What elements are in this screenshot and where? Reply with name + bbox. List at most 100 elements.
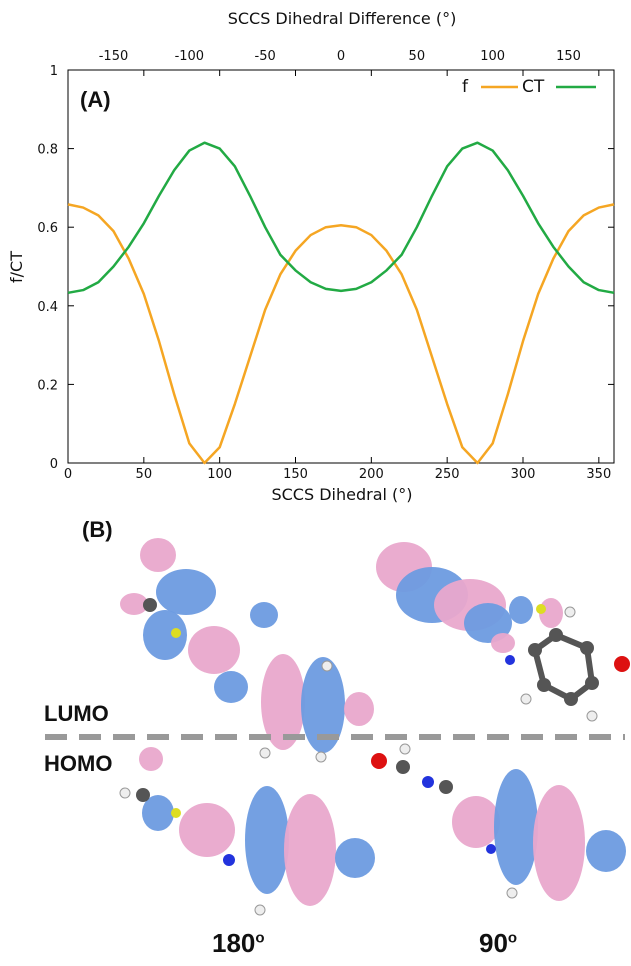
lobe	[179, 803, 235, 857]
lobe	[214, 671, 248, 703]
x-tick-label: 150	[283, 467, 308, 482]
atom	[223, 854, 235, 866]
degree-mark-90: o	[507, 929, 518, 947]
homo-label: HOMO	[44, 751, 113, 776]
atom	[537, 678, 551, 692]
atom	[585, 676, 599, 690]
panel-label-a: (A)	[80, 87, 111, 112]
lobe	[245, 786, 289, 894]
angle-value-180: 180	[212, 928, 256, 958]
x2-tick-label: 100	[480, 49, 505, 64]
lobe	[261, 654, 305, 750]
angle-value-90: 90	[479, 928, 508, 958]
atom	[321, 660, 333, 672]
y-tick-label: 1	[50, 64, 58, 79]
lobe	[491, 633, 515, 653]
y-tick-label: 0.4	[37, 300, 58, 315]
lobe	[494, 769, 538, 885]
degree-mark-180: o	[255, 929, 265, 947]
atom	[422, 776, 434, 788]
x-tick-label: 200	[359, 467, 384, 482]
lumo-90-molecule	[376, 542, 630, 722]
lobe	[142, 795, 174, 831]
axis-ticks: 0 50 100 150 200 250 300 350 -150 -100 -50 0 50 100 15…	[37, 49, 614, 482]
panel-b-orbitals: (B)	[0, 505, 631, 966]
lobe	[335, 838, 375, 878]
lobe	[140, 538, 176, 572]
atom	[254, 904, 266, 916]
y-tick-label: 0.8	[37, 143, 58, 158]
atom	[549, 628, 563, 642]
y-tick-label: 0.6	[37, 221, 58, 236]
atom	[506, 887, 518, 899]
atom	[564, 692, 578, 706]
atom	[171, 628, 181, 638]
atom	[171, 808, 181, 818]
x2-tick-label: -50	[255, 49, 276, 64]
homo-90-molecule	[371, 743, 626, 901]
atom	[119, 787, 131, 799]
lobe	[250, 602, 278, 628]
angle-label-90: 90o	[479, 928, 517, 959]
x2-tick-label: 150	[556, 49, 581, 64]
legend-label-ct: CT	[522, 77, 545, 97]
atom	[520, 693, 532, 705]
x2-tick-label: -100	[175, 49, 205, 64]
legend-label-f: f	[462, 77, 469, 97]
lobe	[509, 596, 533, 624]
atom	[259, 747, 271, 759]
atom	[315, 751, 327, 763]
atom	[396, 760, 410, 774]
lumo-label: LUMO	[44, 701, 109, 726]
y-tick-label: 0	[50, 457, 58, 472]
lobe	[143, 610, 187, 660]
atom	[136, 788, 150, 802]
lobe	[284, 794, 336, 906]
x-tick-label: 300	[511, 467, 536, 482]
x-tick-label: 350	[586, 467, 611, 482]
x-tick-label: 100	[207, 467, 232, 482]
atom	[580, 641, 594, 655]
atom	[505, 655, 515, 665]
plot-border	[67, 69, 615, 464]
series-layer	[67, 141, 615, 465]
chart-panel-a: 0 50 100 150 200 250 300 350 -150 -100 -50 0 50 100 15…	[7, 9, 615, 504]
lobe	[539, 598, 563, 628]
lobe	[586, 830, 626, 872]
top-axis-title: SCCS Dihedral Difference (°)	[228, 9, 457, 28]
x-tick-label: 250	[435, 467, 460, 482]
series-line-f	[67, 203, 615, 465]
lobe	[188, 626, 240, 674]
lobe	[301, 657, 345, 753]
x2-tick-label: 50	[409, 49, 426, 64]
atom	[486, 844, 496, 854]
lobe	[139, 747, 163, 771]
x2-tick-label: 0	[337, 49, 345, 64]
lobe	[533, 785, 585, 901]
lobe	[464, 603, 512, 643]
atom	[143, 598, 157, 612]
angle-label-180: 180o	[212, 928, 265, 959]
atom	[528, 643, 542, 657]
atom	[564, 606, 576, 618]
legend: f CT	[462, 77, 596, 97]
panel-label-b: (B)	[82, 517, 113, 542]
plot-frame	[67, 69, 615, 464]
atom	[586, 710, 598, 722]
bottom-axis-title: SCCS Dihedral (°)	[271, 485, 412, 504]
atom	[399, 743, 411, 755]
homo-180-molecule	[119, 747, 375, 916]
atom	[536, 604, 546, 614]
lobe	[120, 593, 148, 615]
lumo-180-molecule	[120, 538, 374, 763]
lobe	[344, 692, 374, 726]
x-tick-label: 0	[64, 467, 72, 482]
lobe	[156, 569, 216, 615]
series-line-ct	[67, 141, 615, 295]
y-tick-label: 0.2	[37, 378, 58, 393]
atom	[371, 753, 387, 769]
y-axis-title: f/CT	[7, 251, 26, 283]
lobe	[452, 796, 500, 848]
x-tick-label: 50	[136, 467, 153, 482]
atom	[614, 656, 630, 672]
